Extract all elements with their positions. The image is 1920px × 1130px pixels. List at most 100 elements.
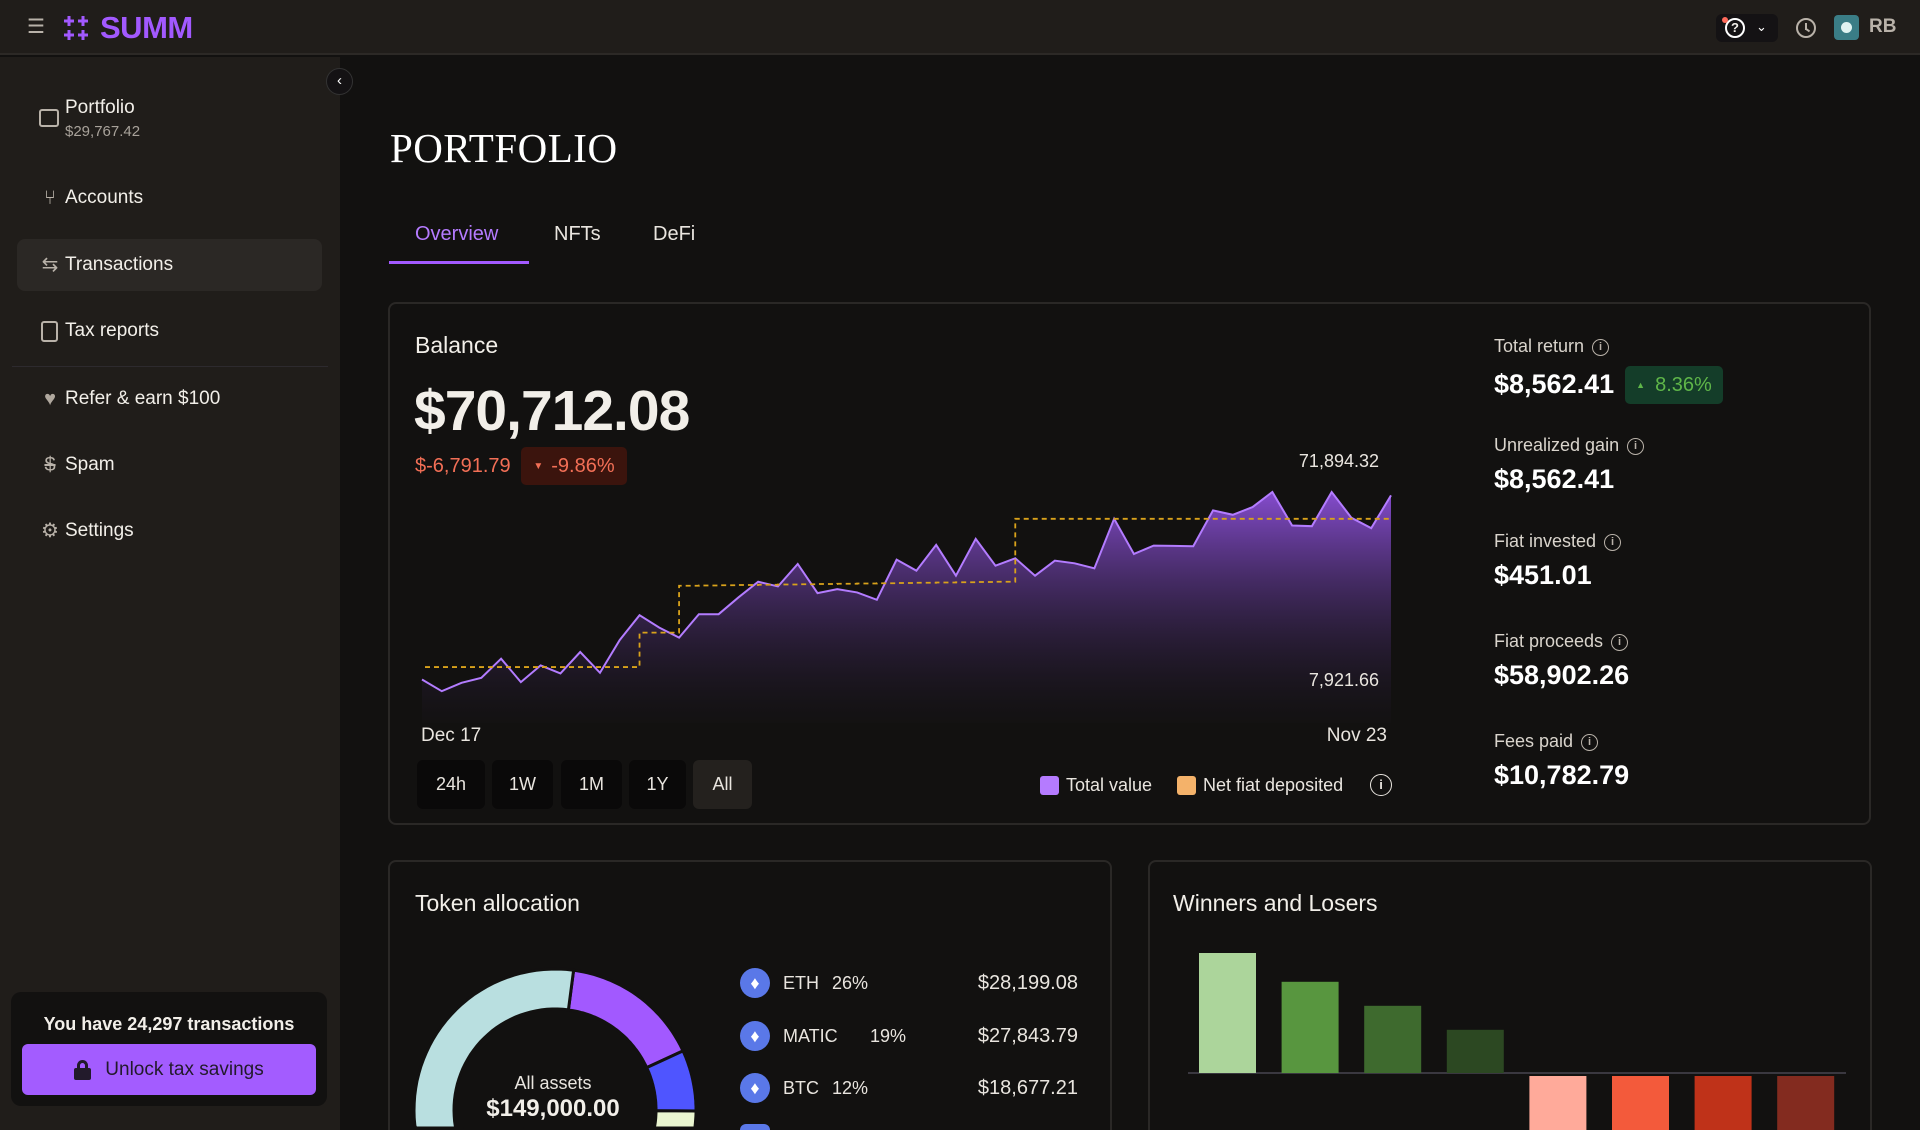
sidebar-item-label: Transactions [65, 254, 174, 275]
loser-bar[interactable] [1777, 1076, 1835, 1130]
stat-label-fiat-invested: Fiat invested i [1494, 531, 1622, 552]
sidebar-item-accounts[interactable]: ⑂ Accounts [17, 172, 322, 224]
user-initials[interactable]: RB [1869, 16, 1897, 37]
sidebar-item-tax-reports[interactable]: Tax reports [17, 305, 322, 357]
info-icon[interactable]: i [1592, 338, 1610, 356]
tab-overview[interactable]: Overview [415, 223, 499, 245]
info-icon[interactable]: i [1604, 533, 1622, 551]
allocation-donut [412, 967, 698, 1130]
lock-icon [74, 1059, 92, 1080]
eth-token-icon: ♦ [740, 1021, 770, 1051]
help-menu-button[interactable]: ? ⌄ [1716, 14, 1778, 42]
loser-bar[interactable] [1529, 1076, 1587, 1130]
range-1m-button[interactable]: 1M [561, 760, 622, 809]
sidebar-item-label: Spam [65, 454, 115, 475]
range-1y-button[interactable]: 1Y [629, 760, 686, 809]
clock-icon[interactable] [1796, 18, 1816, 38]
sidebar-item-refer[interactable]: ♥ Refer & earn $100 [17, 373, 322, 425]
total-return-pct: 8.36% [1655, 373, 1712, 396]
stat-value-unrealized-gain: $8,562.41 [1494, 464, 1615, 494]
tab-nfts[interactable]: NFTs [554, 223, 601, 245]
donut-slice[interactable] [412, 967, 576, 1130]
range-24h-button[interactable]: 24h [417, 760, 485, 809]
chart-info-icon[interactable]: i [1370, 774, 1392, 796]
sidebar-item-settings[interactable]: ⚙ Settings [17, 505, 322, 557]
sidebar-item-label: Accounts [65, 187, 144, 208]
info-icon[interactable]: i [1611, 633, 1629, 651]
stat-label-fees-paid: Fees paid i [1494, 731, 1599, 752]
menu-collapse-icon[interactable]: ☰ [27, 16, 45, 38]
stat-value-fees-paid: $10,782.79 [1494, 760, 1630, 790]
stat-label-unrealized-gain: Unrealized gain i [1494, 435, 1645, 456]
eth-token-icon: ♦ [740, 968, 770, 998]
donut-center-label: All assets [514, 1073, 592, 1093]
token-allocation-title: Token allocation [415, 890, 580, 916]
logo-text[interactable]: SUMM [100, 10, 193, 45]
caret-up-icon: ▲ [1636, 380, 1646, 390]
sidebar-item-portfolio[interactable]: Portfolio $29,767.42 [17, 87, 322, 149]
info-icon[interactable]: i [1581, 733, 1599, 751]
stat-label-total-return: Total return i [1494, 336, 1610, 357]
legend-net-fiat[interactable]: Net fiat deposited [1177, 775, 1343, 796]
unlock-tax-savings-button[interactable]: Unlock tax savings [22, 1044, 316, 1095]
eth-token-icon [740, 1124, 770, 1130]
balance-chart [421, 490, 1392, 723]
sidebar-item-label: Refer & earn $100 [65, 388, 221, 409]
loser-bar[interactable] [1694, 1076, 1752, 1130]
avatar[interactable] [1834, 15, 1859, 40]
caret-down-icon: ▼ [533, 460, 544, 472]
stat-value-fiat-proceeds: $58,902.26 [1494, 660, 1630, 690]
legend-swatch [1177, 776, 1196, 795]
winner-bar[interactable] [1199, 953, 1256, 1073]
loser-bar[interactable] [1612, 1076, 1669, 1130]
legend-total-value[interactable]: Total value [1040, 775, 1152, 796]
x-end-label: Nov 23 [1326, 725, 1387, 746]
total-return-badge: ▲ 8.36% [1625, 366, 1723, 404]
token-pct: 26% [832, 973, 869, 993]
token-symbol: BTC [783, 1078, 819, 1098]
transaction-count-text: You have 24,297 transactions [43, 1014, 295, 1034]
sidebar-item-label: Settings [65, 520, 134, 541]
sidebar-item-label: Tax reports [65, 320, 159, 341]
spam-slash-icon: $ [44, 454, 56, 476]
token-value: $28,199.08 [977, 972, 1078, 994]
stat-value-fiat-invested: $451.01 [1494, 560, 1592, 590]
collapse-sidebar-button[interactable]: ‹ [326, 68, 353, 95]
portfolio-value: $29,767.42 [65, 123, 141, 140]
total-value-line [421, 490, 1392, 693]
winner-bar[interactable] [1281, 981, 1339, 1073]
chevron-down-icon: ⌄ [1756, 19, 1767, 34]
document-icon [41, 320, 58, 342]
token-row[interactable]: ♦ BTC 12% $18,677.21 [740, 1073, 1080, 1103]
tab-defi[interactable]: DeFi [653, 223, 696, 245]
summ-logo-icon [64, 16, 88, 40]
balance-title: Balance [415, 332, 499, 358]
notification-dot [1722, 17, 1728, 23]
sidebar-item-transactions[interactable]: ⇆ Transactions [17, 239, 322, 291]
winner-bar[interactable] [1364, 1005, 1422, 1073]
token-value: $18,677.21 [977, 1077, 1078, 1099]
donut-slice[interactable] [566, 968, 685, 1070]
swap-arrows-icon: ⇆ [41, 254, 59, 276]
balance-value: $70,712.08 [414, 379, 690, 443]
wallet-icon [39, 109, 59, 127]
upgrade-cta: You have 24,297 transactions Unlock tax … [11, 992, 327, 1106]
token-row[interactable]: ♦ ETH 26% $28,199.08 [740, 968, 1080, 998]
donut-center-value: $149,000.00 [486, 1095, 620, 1122]
chart-max-label: 71,894.32 [1298, 451, 1379, 471]
legend-swatch [1040, 776, 1059, 795]
range-all-button[interactable]: All [693, 760, 752, 809]
range-1w-button[interactable]: 1W [492, 760, 553, 809]
balance-change-badge: ▼ -9.86% [521, 447, 627, 485]
token-pct: 12% [832, 1078, 869, 1098]
token-row[interactable]: ♦ MATIC 19% $27,843.79 [740, 1021, 1080, 1051]
sidebar: Portfolio $29,767.42 ⑂ Accounts ⇆ Transa… [0, 57, 340, 1130]
legend-label: Net fiat deposited [1203, 775, 1344, 795]
gear-icon: ⚙ [41, 520, 59, 542]
top-bar: ☰ SUMM ? ⌄ RB [0, 0, 1920, 55]
sidebar-item-spam[interactable]: $ Spam [17, 439, 322, 491]
info-icon[interactable]: i [1627, 437, 1645, 455]
stat-value-total-return: $8,562.41 [1494, 369, 1615, 399]
winner-bar[interactable] [1446, 1029, 1504, 1073]
balance-change-pct: -9.86% [551, 454, 615, 477]
